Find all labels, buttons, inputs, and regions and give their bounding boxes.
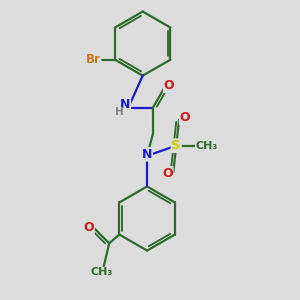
Text: O: O (162, 167, 173, 180)
Text: H: H (115, 107, 124, 117)
Text: O: O (180, 111, 190, 124)
Text: CH₃: CH₃ (196, 141, 218, 151)
Text: O: O (83, 221, 94, 234)
Text: N: N (142, 148, 152, 161)
Text: Br: Br (85, 53, 100, 66)
Text: N: N (120, 98, 130, 111)
Text: O: O (164, 80, 174, 92)
Text: CH₃: CH₃ (91, 267, 113, 278)
Text: S: S (171, 139, 181, 152)
